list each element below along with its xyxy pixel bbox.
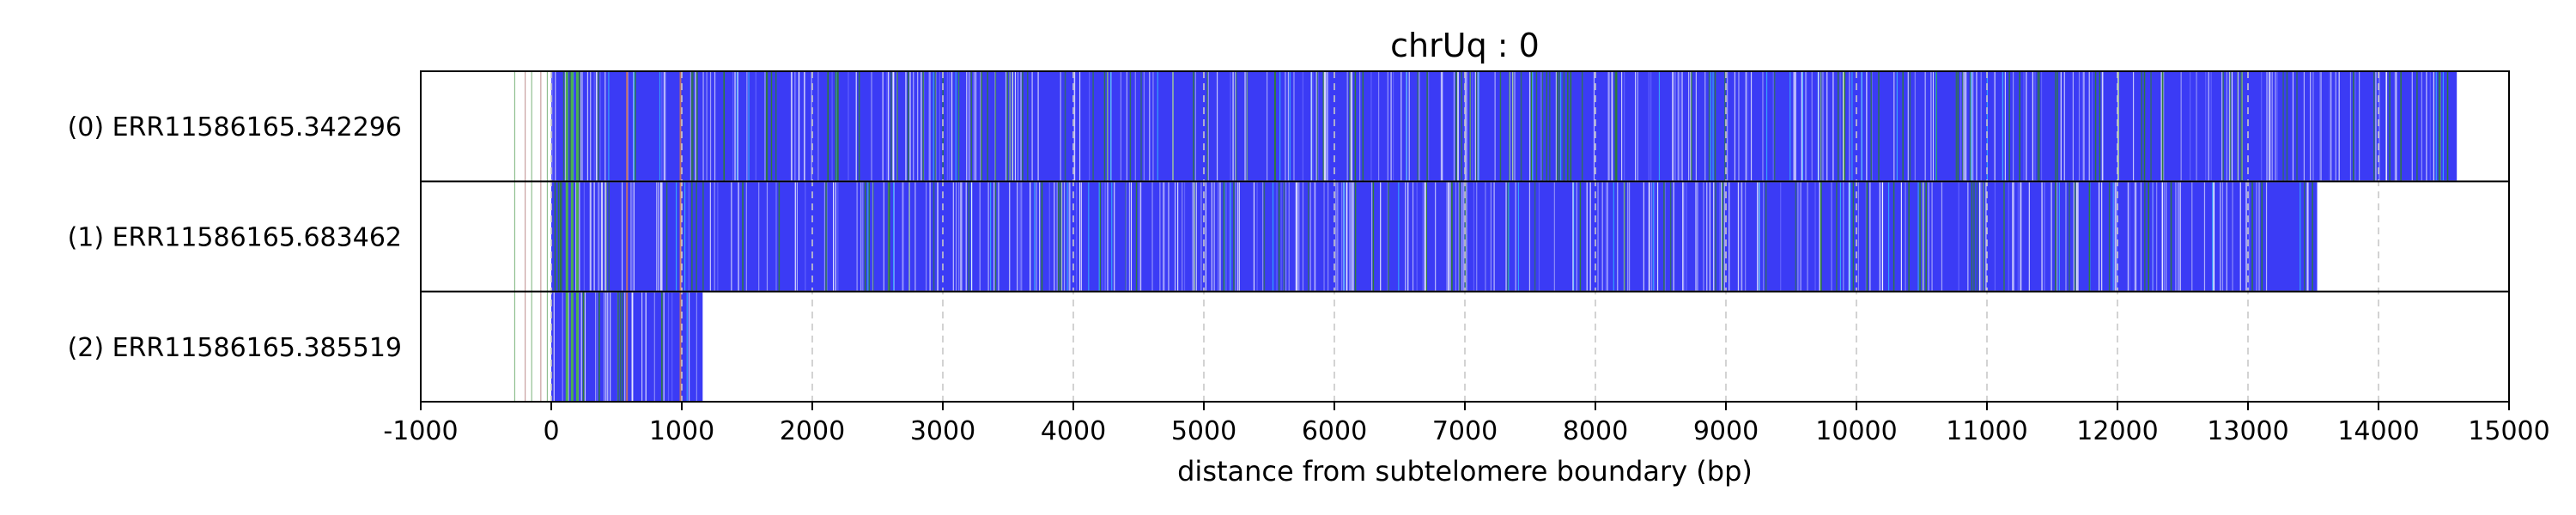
x-tick-label: 15000	[2468, 416, 2549, 446]
read-texture-1	[554, 182, 2313, 291]
x-tick-label: 7000	[1432, 416, 1498, 446]
x-tick-label: 3000	[910, 416, 975, 446]
x-tick-label: 1000	[649, 416, 714, 446]
read-row-0	[513, 71, 2458, 182]
x-tick-label: 8000	[1563, 416, 1628, 446]
x-tick-label: 0	[543, 416, 559, 446]
y-axis-labels: (0) ERR11586165.342296 (1) ERR11586165.68…	[68, 112, 402, 363]
read-bar-1	[551, 182, 2318, 291]
x-tick-label: 4000	[1041, 416, 1106, 446]
x-axis-ticks: -1000 0 1000 2000 3000 4000 5000 6000 7000 8000 90…	[383, 402, 2550, 446]
read-texture-2	[553, 292, 697, 401]
x-tick-label: 9000	[1693, 416, 1759, 446]
read-label-0: (0) ERR11586165.342296	[68, 112, 402, 142]
x-tick-label: 11000	[1946, 416, 2027, 446]
x-tick-label: 14000	[2337, 416, 2419, 446]
x-tick-label: 10000	[1815, 416, 1897, 446]
read-row-2	[513, 291, 703, 402]
read-texture-0	[551, 72, 2449, 181]
read-row-1	[513, 181, 2318, 292]
read-label-1: (1) ERR11586165.683462	[68, 223, 402, 253]
x-tick-label: 12000	[2076, 416, 2158, 446]
x-tick-label: 6000	[1302, 416, 1367, 446]
chart-title: chrUq : 0	[1390, 27, 1540, 64]
x-tick-label: -1000	[383, 416, 458, 446]
x-tick-label: 13000	[2207, 416, 2288, 446]
x-tick-label: 2000	[780, 416, 845, 446]
read-bar-0	[551, 72, 2458, 181]
x-axis-label: distance from subtelomere boundary (bp)	[1177, 455, 1753, 488]
read-label-2: (2) ERR11586165.385519	[68, 333, 402, 363]
x-tick-label: 5000	[1171, 416, 1236, 446]
read-rows	[513, 71, 2458, 402]
